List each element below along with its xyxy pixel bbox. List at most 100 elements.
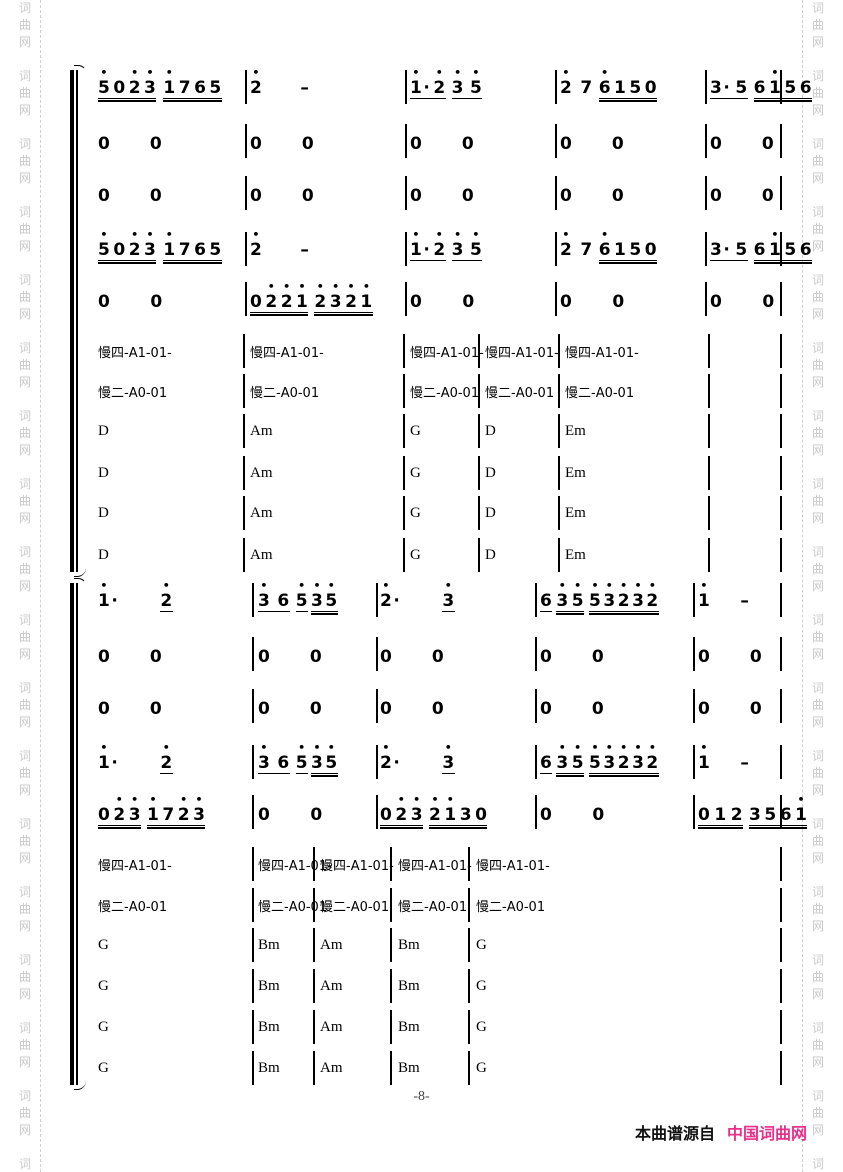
rhythm-pattern-label: 慢四-A1-01- (476, 859, 550, 874)
augmentation-dot: · (723, 78, 731, 98)
rest-glyph: 0 (592, 805, 605, 825)
rhythm-pattern-label: 慢四-A1-01- (250, 346, 324, 361)
note-1: 1 (614, 78, 627, 98)
octave-dot-above: • (562, 66, 570, 79)
note-5: 5 • (470, 66, 483, 98)
rhythm-pattern-label: 慢四-A1-01- (485, 346, 559, 361)
barline (403, 374, 405, 408)
rest-glyph: 0 (380, 699, 392, 719)
measure-notes: 3· 5 6 1 • 5 6 (710, 67, 813, 102)
note-2: 2 • (250, 66, 263, 98)
note-3: 3 • (410, 793, 424, 825)
rest-glyph: 0 (301, 134, 314, 154)
rhythm-pattern-label: 慢二-A0-01 (258, 900, 328, 915)
octave-dot-above: • (382, 579, 390, 592)
barline (252, 1051, 254, 1085)
octave-dot-above: • (648, 741, 657, 754)
rest-glyph: 0 (611, 186, 624, 206)
octave-dot-above: • (165, 228, 174, 241)
barline (243, 538, 245, 572)
barline (390, 1010, 392, 1044)
note-group: 1 • · 2 • (410, 67, 446, 99)
barline (403, 334, 405, 368)
watermark-left: 词 曲 网 词 曲 网 词 曲 网 词 曲 网 词 曲 网 词 曲 网 词 曲 … (2, 0, 48, 1172)
note-0: 0 (113, 240, 126, 260)
rest-glyph: 0 (98, 699, 110, 719)
note-3: 3 • (603, 741, 616, 773)
barline (313, 969, 315, 1003)
octave-dot-above: • (444, 579, 453, 592)
note-2: 2 • (250, 228, 263, 260)
barline (780, 745, 782, 779)
octave-dot-above: • (601, 228, 609, 241)
octave-dot-above: • (252, 228, 260, 241)
note-1: 1 • (410, 228, 423, 260)
barline (252, 847, 254, 881)
octave-dot-above: • (332, 280, 340, 293)
note-5: 5 (209, 240, 222, 260)
barline (555, 176, 557, 210)
note-6: 6 (799, 78, 813, 98)
note-6: 6 (540, 753, 553, 773)
note-1: 1 • (296, 280, 309, 312)
note-6: 6 (779, 805, 793, 825)
note-6: 6 (194, 240, 207, 260)
note-2: 2 • (380, 579, 393, 611)
barline (780, 414, 782, 448)
measure-notes: 1 • · 2 • 3 • 5 • (410, 228, 483, 261)
octave-dot-above: • (162, 741, 171, 754)
barline (478, 334, 480, 368)
note-3: 3 • (632, 741, 645, 773)
barline (313, 1010, 315, 1044)
note-6: 6 • (598, 66, 612, 98)
barline (252, 888, 254, 922)
rest-glyph: 0 (591, 699, 604, 719)
barline (708, 374, 710, 408)
barline (478, 496, 480, 530)
note-7: 7 (162, 805, 175, 825)
barline (468, 928, 470, 962)
note-group: 6 (540, 753, 553, 774)
octave-dot-above: • (605, 741, 614, 754)
chord-symbol: Bm (258, 937, 280, 953)
barline (252, 795, 254, 829)
note-0: 0 (98, 805, 111, 825)
rest-glyph: 0 (461, 186, 474, 206)
octave-dot-above: • (797, 793, 805, 806)
barline (780, 637, 782, 671)
note-group: 1 • · 2 • (410, 228, 446, 261)
rhythm-pattern-label: 慢二-A0-01 (476, 900, 546, 915)
rest-glyph: 0 (150, 292, 163, 312)
measure-notes: 5 • 0 2 • 3 • 1 • 7 6 5 (98, 66, 223, 102)
barline (780, 1010, 782, 1044)
note-0: 0 (644, 240, 658, 260)
note-group: 3 • 5 • (556, 742, 585, 777)
note-5: 5 • (589, 579, 602, 611)
note-group: 3 • 5 • (311, 742, 338, 777)
note-5: 5 • (325, 579, 338, 611)
source-site-link[interactable]: 中国词曲网 (726, 1124, 807, 1143)
note-3: 3 • (144, 66, 157, 98)
octave-dot-above: • (298, 280, 306, 293)
note-3: 3 • (128, 793, 142, 825)
note-0: 0 (644, 78, 658, 98)
note-3: 3 • (311, 579, 324, 611)
barline (252, 637, 254, 671)
duration-dash: – (740, 591, 750, 611)
note-1: 1 • (163, 66, 176, 98)
barline (780, 689, 782, 723)
note-5: 5 • (470, 228, 483, 260)
barline (558, 334, 560, 368)
note-1: 1 • (98, 741, 111, 773)
note-5: 5 (629, 78, 642, 98)
rhythm-pattern-label: 慢二-A0-01 (98, 386, 168, 401)
note-2: 2 • (617, 579, 631, 611)
octave-dot-above: • (260, 579, 268, 592)
barline (390, 969, 392, 1003)
barline (780, 374, 782, 408)
note-1: 1 • (769, 228, 782, 260)
measure-notes: 2 • 7 6 • 1 5 0 (560, 66, 658, 102)
